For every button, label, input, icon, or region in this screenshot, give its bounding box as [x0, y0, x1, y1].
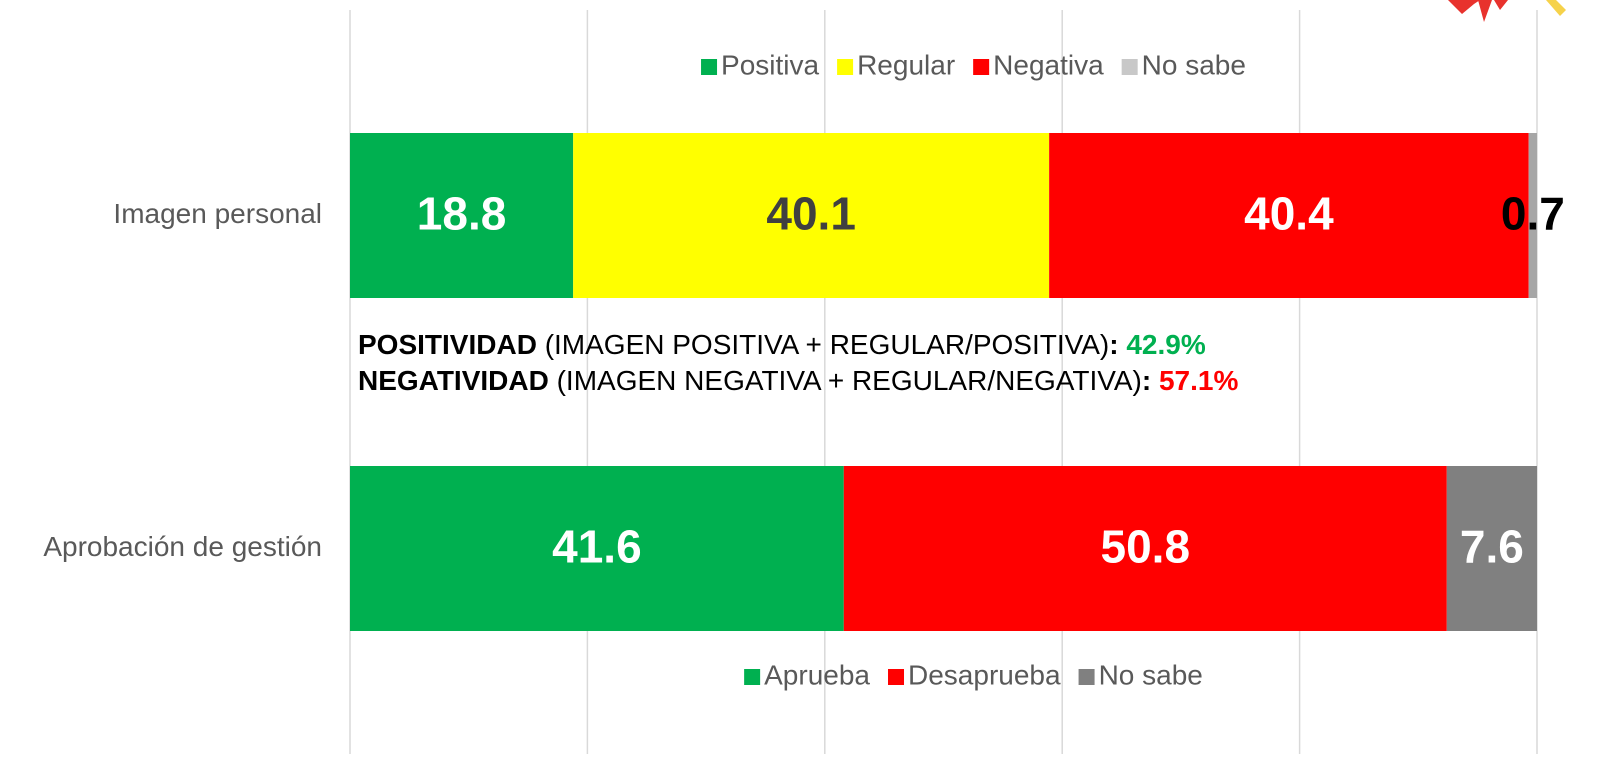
- bar-segment: [573, 133, 1050, 298]
- bar-segment: [1446, 466, 1537, 631]
- annotation-part: 57.1%: [1159, 365, 1238, 396]
- annotation: NEGATIVIDAD (IMAGEN NEGATIVA + REGULAR/N…: [358, 365, 1238, 396]
- legend-label: Positiva: [721, 49, 819, 80]
- annotation-part: (IMAGEN POSITIVA + REGULAR/POSITIVA): [537, 329, 1109, 360]
- legend-swatch: [744, 669, 761, 685]
- category-label: Imagen personal: [113, 198, 322, 229]
- value-label: 7.6: [1460, 521, 1524, 573]
- legend-label: Negativa: [993, 49, 1104, 80]
- value-label: 40.1: [766, 188, 856, 240]
- legend-label: No sabe: [1099, 659, 1203, 690]
- legend-label: No sabe: [1142, 49, 1246, 80]
- bar-segment: [843, 466, 1447, 631]
- legend-swatch: [701, 59, 718, 75]
- legend: Positiva Regular Negativa No sabe: [701, 49, 1246, 80]
- legend-label: Aprueba: [764, 659, 870, 690]
- legend-swatch: [1121, 59, 1138, 75]
- value-label: 50.8: [1101, 521, 1191, 573]
- annotation: POSITIVIDAD (IMAGEN POSITIVA + REGULAR/P…: [358, 329, 1206, 360]
- legend-label: Desaprueba: [908, 659, 1061, 690]
- annotation-part: :: [1109, 329, 1126, 360]
- annotation-part: NEGATIVIDAD: [358, 365, 549, 396]
- legend: Aprueba Desaprueba No sabe: [744, 659, 1203, 690]
- legend-swatch: [837, 59, 854, 75]
- legend-label: Regular: [857, 49, 955, 80]
- logo-red: [1448, 0, 1508, 22]
- annotation-part: (IMAGEN NEGATIVA + REGULAR/NEGATIVA): [549, 365, 1142, 396]
- value-label: 41.6: [552, 521, 642, 573]
- value-label: 40.4: [1244, 188, 1334, 240]
- value-label: 18.8: [417, 188, 507, 240]
- bar-segment: [1528, 133, 1537, 298]
- annotation-part: 42.9%: [1126, 329, 1205, 360]
- value-label: 0.7: [1501, 188, 1565, 240]
- bar-segment: [1049, 133, 1529, 298]
- bar-segment: [350, 133, 574, 298]
- logo-yellow: [1546, 0, 1566, 16]
- annotation-part: :: [1142, 365, 1159, 396]
- legend-swatch: [973, 59, 990, 75]
- legend-swatch: [888, 669, 905, 685]
- legend-swatch: [1078, 669, 1095, 685]
- bar-segment: [350, 466, 844, 631]
- category-label: Aprobación de gestión: [43, 531, 322, 562]
- annotation-part: POSITIVIDAD: [358, 329, 537, 360]
- logo: [1448, 0, 1566, 22]
